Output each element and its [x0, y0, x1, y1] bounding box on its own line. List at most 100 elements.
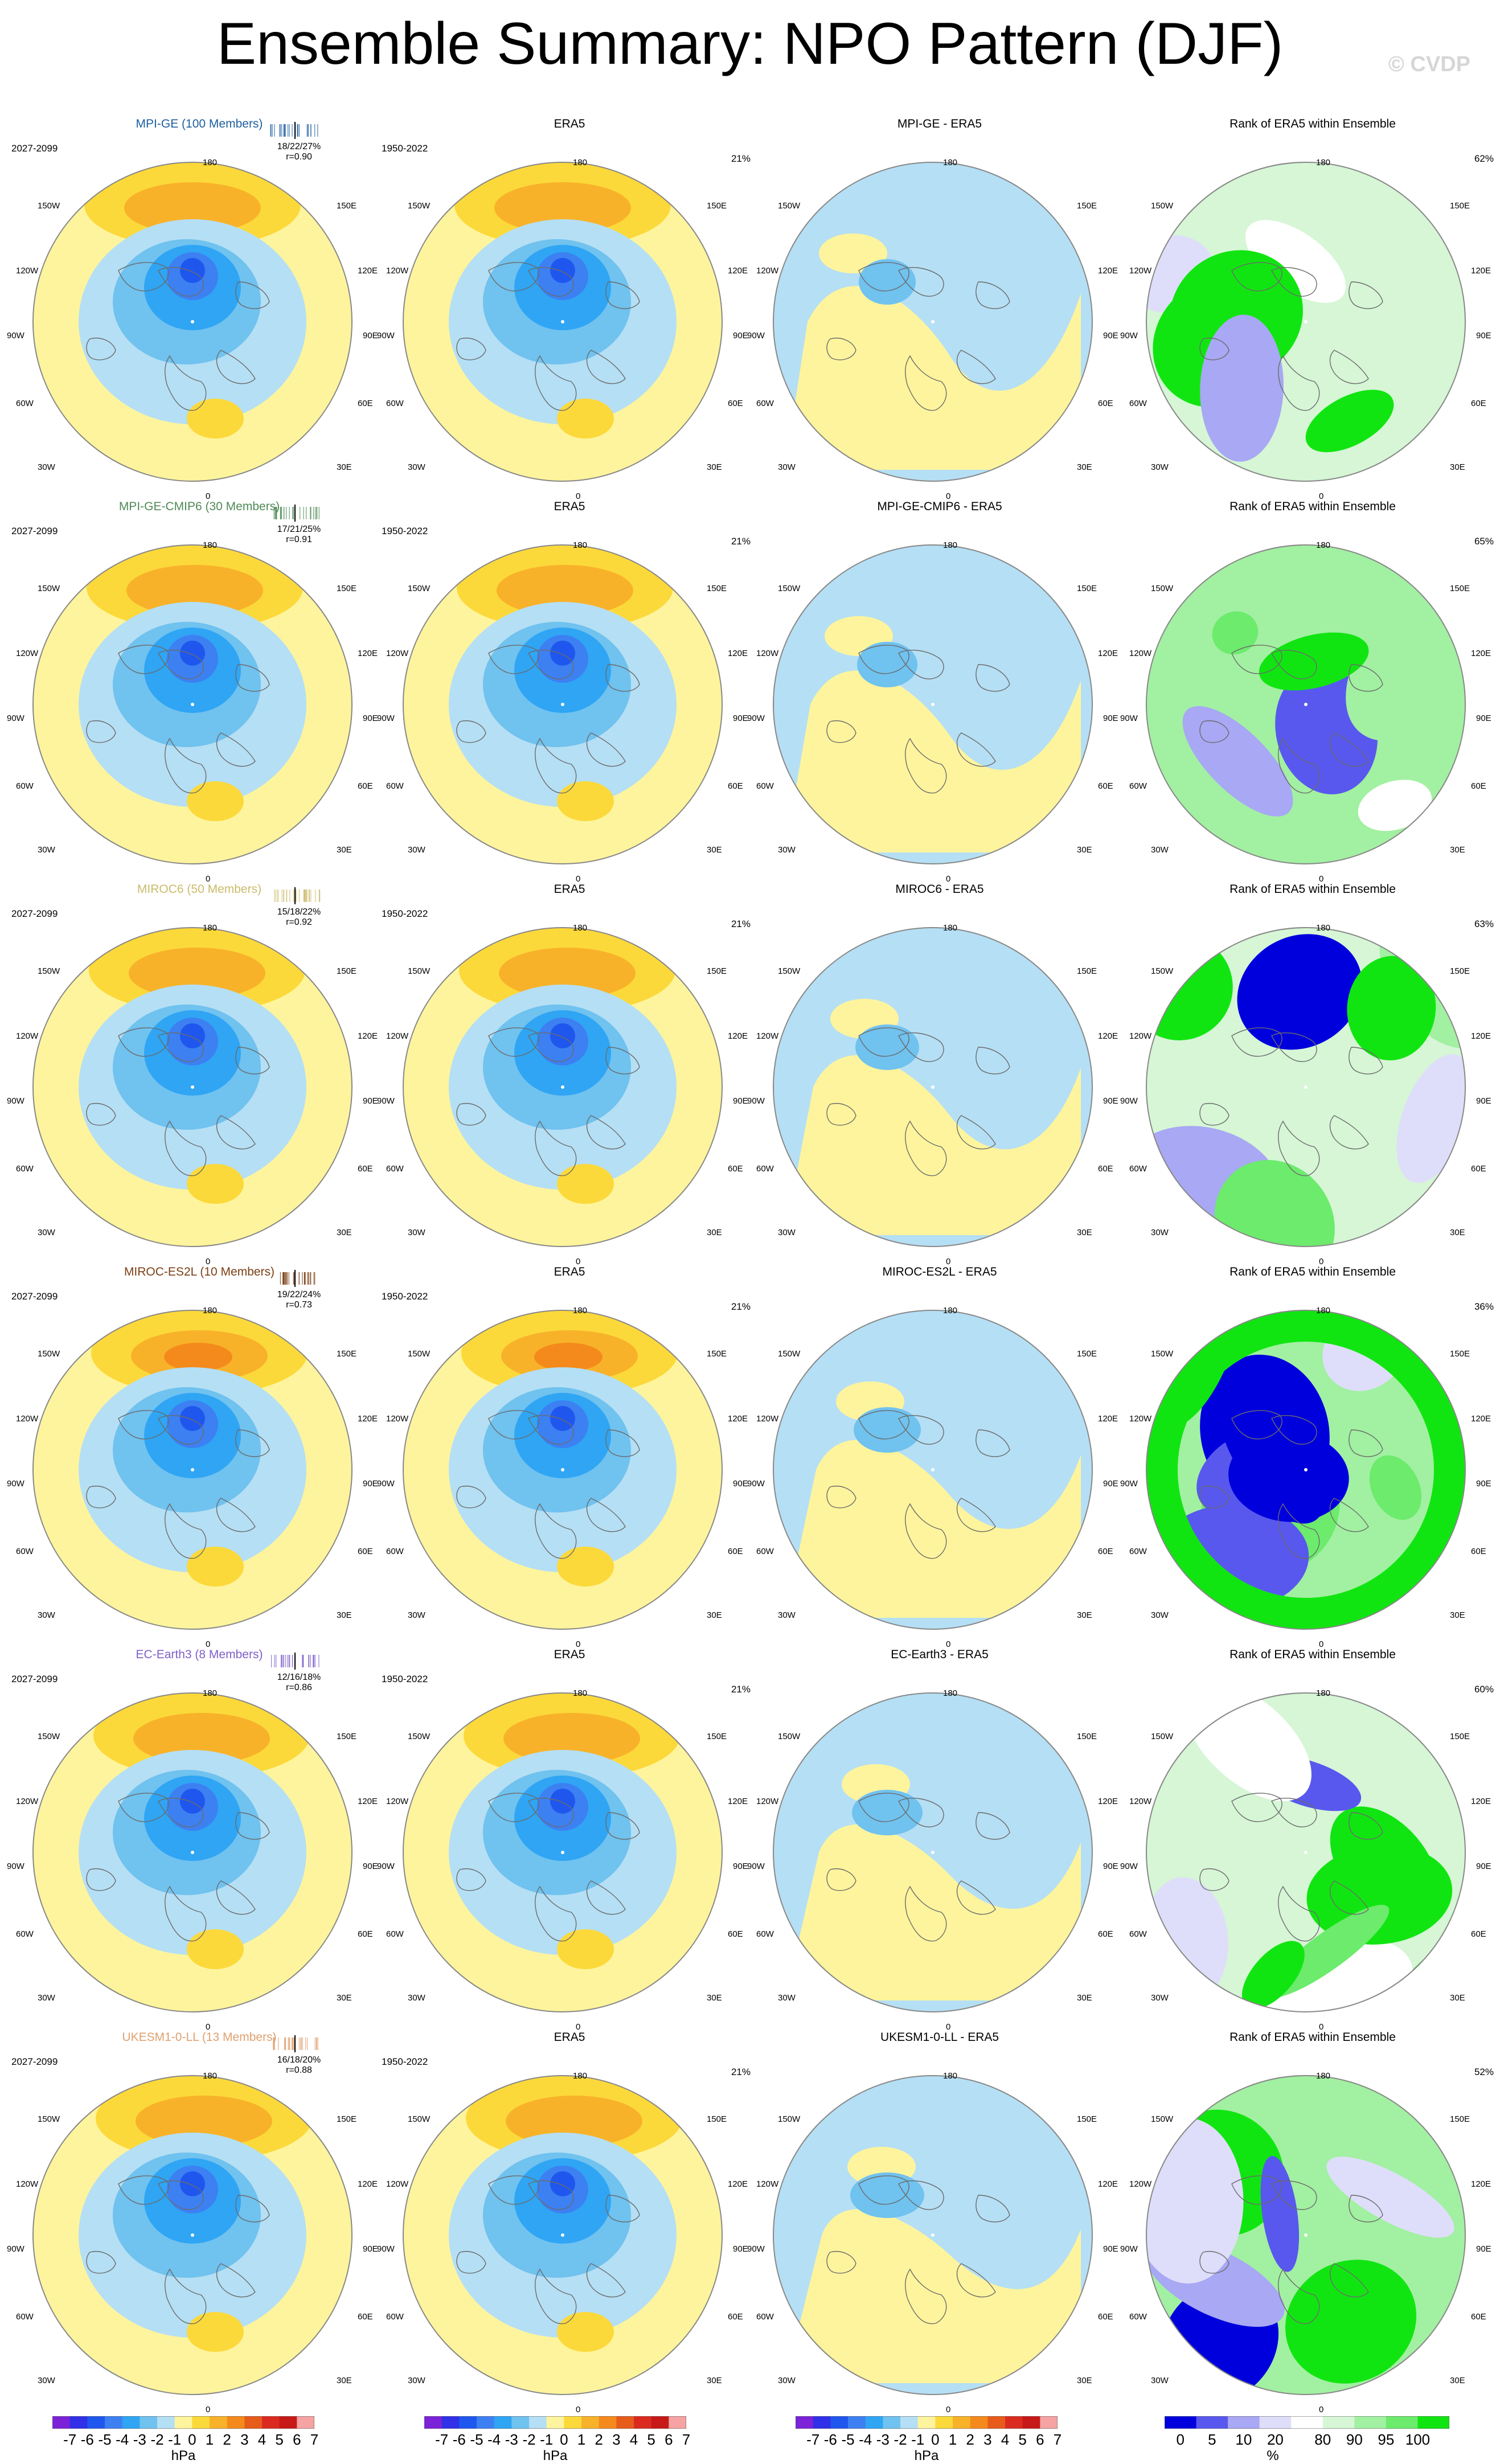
geo-label-e60: 60E	[1098, 1929, 1113, 1939]
geo-label-w120: 120W	[1129, 266, 1152, 276]
ensemble-spread-stripes	[271, 1653, 319, 1670]
geo-label-w30: 30W	[38, 462, 55, 472]
colorbar-hpa-1	[52, 2416, 314, 2429]
era5-percent: 21%	[731, 1301, 751, 1312]
geo-label-n0: 0	[206, 1257, 211, 1266]
stats-percent: 16/18/20%	[277, 2055, 321, 2065]
geo-label-e30: 30E	[1077, 1993, 1092, 2003]
colorbar-tick: -7	[435, 2431, 449, 2448]
geo-label-w120: 120W	[16, 1797, 39, 1806]
pattern-stats: 12/16/18% r=0.86	[262, 1672, 336, 1693]
geo-label-e120: 120E	[728, 1414, 748, 1424]
geo-label-e150: 150E	[1450, 1349, 1470, 1359]
geo-label-n180: 180	[573, 1306, 588, 1315]
geo-label-e150: 150E	[707, 1349, 727, 1359]
geo-label-w30: 30W	[778, 1993, 796, 2003]
geo-label-w30: 30W	[408, 1228, 425, 1237]
polar-map-model	[32, 162, 353, 482]
colorbar-tick: 3	[983, 2431, 992, 2448]
stats-correlation: r=0.92	[286, 917, 312, 927]
colorbar-hpa-3	[796, 2416, 1058, 2429]
geo-label-n0: 0	[946, 491, 951, 501]
cvdp-watermark: © CVDP	[1388, 52, 1470, 76]
geo-label-e120: 120E	[1098, 1031, 1118, 1041]
geo-label-n180: 180	[1316, 1688, 1331, 1698]
colorbar-tick: -7	[806, 2431, 820, 2448]
geo-label-e120: 120E	[358, 649, 378, 658]
model-title: MPI-GE-CMIP6 (30 Members)	[118, 500, 280, 513]
geo-label-e120: 120E	[728, 1031, 748, 1041]
geo-label-e30: 30E	[1450, 845, 1465, 855]
geo-label-e90: 90E	[1476, 714, 1491, 723]
rank-title: Rank of ERA5 within Ensemble	[1229, 117, 1396, 130]
geo-label-e150: 150E	[707, 584, 727, 593]
geo-label-n0: 0	[206, 874, 211, 884]
geo-label-e30: 30E	[1450, 1228, 1465, 1237]
geo-label-w30: 30W	[778, 1228, 796, 1237]
colorbar-unit: hPa	[914, 2448, 939, 2463]
era5-years: 1950-2022	[382, 908, 428, 919]
geo-label-w60: 60W	[386, 781, 404, 791]
geo-label-n180: 180	[573, 1688, 588, 1698]
geo-label-e150: 150E	[337, 966, 357, 976]
stats-percent: 17/21/25%	[277, 524, 321, 534]
geo-label-w30: 30W	[1151, 845, 1169, 855]
geo-label-w30: 30W	[408, 845, 425, 855]
geo-label-e120: 120E	[1098, 649, 1118, 658]
colorbar-tick: 3	[612, 2431, 621, 2448]
polar-map-rank	[1146, 927, 1466, 1247]
ensemble-spread-stripes	[273, 2035, 318, 2052]
geo-label-w120: 120W	[756, 1797, 779, 1806]
colorbar-tick: 2	[966, 2431, 974, 2448]
stats-percent: 12/16/18%	[277, 1672, 321, 1682]
pattern-stats: 16/18/20% r=0.88	[262, 2055, 336, 2076]
geo-label-w150: 150W	[1151, 584, 1174, 593]
era5-title: ERA5	[554, 1648, 585, 1661]
colorbar-tick: 5	[647, 2431, 655, 2448]
pattern-stats: 19/22/24% r=0.73	[262, 1290, 336, 1310]
geo-label-e120: 120E	[1098, 1797, 1118, 1806]
panel-model-row-4: MIROC-ES2L (10 Members) 2027-2099 19/22/24…	[7, 1265, 387, 1649]
geo-label-w90: 90W	[747, 1862, 765, 1871]
geo-label-n0: 0	[946, 1639, 951, 1649]
geo-label-e120: 120E	[1471, 1031, 1491, 1041]
geo-label-e120: 120E	[728, 2179, 748, 2189]
geo-label-e90: 90E	[1476, 331, 1491, 341]
geo-label-e90: 90E	[733, 1479, 748, 1489]
geo-label-n180: 180	[203, 540, 218, 550]
geo-label-n180: 180	[1316, 923, 1331, 933]
geo-label-e30: 30E	[337, 1993, 352, 2003]
geo-label-n180: 180	[573, 923, 588, 933]
geo-label-w60: 60W	[756, 781, 774, 791]
colorbar-tick: 2	[223, 2431, 231, 2448]
geo-label-e60: 60E	[358, 2312, 373, 2322]
panel-era5-row-4: ERA5 1950-2022 21% 180 150W 150E 120W 120E 90W 90…	[377, 1265, 757, 1649]
model-years: 2027-2099	[11, 526, 58, 536]
geo-label-w150: 150W	[408, 2114, 431, 2124]
geo-label-e60: 60E	[358, 1164, 373, 1174]
colorbar-tick: -3	[133, 2431, 146, 2448]
panel-model-row-2: MPI-GE-CMIP6 (30 Members) 2027-2099 17/21/…	[7, 499, 387, 884]
colorbar-tick: -5	[98, 2431, 112, 2448]
stats-percent: 18/22/27%	[277, 142, 321, 151]
colorbar-tick: -6	[80, 2431, 94, 2448]
panel-model-row-6: UKESM1-0-LL (13 Members) 2027-2099 16/18/2…	[7, 2030, 387, 2414]
geo-label-e150: 150E	[1450, 966, 1470, 976]
geo-label-e60: 60E	[1471, 399, 1486, 408]
colorbar-tick: -6	[452, 2431, 466, 2448]
panel-rank-row-2: Rank of ERA5 within Ensemble 65% 180 150W 15…	[1120, 499, 1500, 884]
colorbar-tick: 80	[1314, 2431, 1331, 2448]
era5-years: 1950-2022	[382, 1291, 428, 1302]
geo-label-e60: 60E	[1098, 781, 1113, 791]
polar-map-rank	[1146, 162, 1466, 482]
colorbar-tick: 5	[1208, 2431, 1216, 2448]
geo-label-n0: 0	[576, 1639, 581, 1649]
polar-map-era5	[403, 1310, 723, 1630]
geo-label-w150: 150W	[778, 2114, 801, 2124]
geo-label-n180: 180	[203, 923, 218, 933]
stats-correlation: r=0.91	[286, 535, 312, 544]
geo-label-n180: 180	[203, 158, 218, 167]
difference-title: MPI-GE-CMIP6 - ERA5	[877, 500, 1002, 513]
geo-label-e120: 120E	[1471, 2179, 1491, 2189]
geo-label-w150: 150W	[1151, 201, 1174, 211]
